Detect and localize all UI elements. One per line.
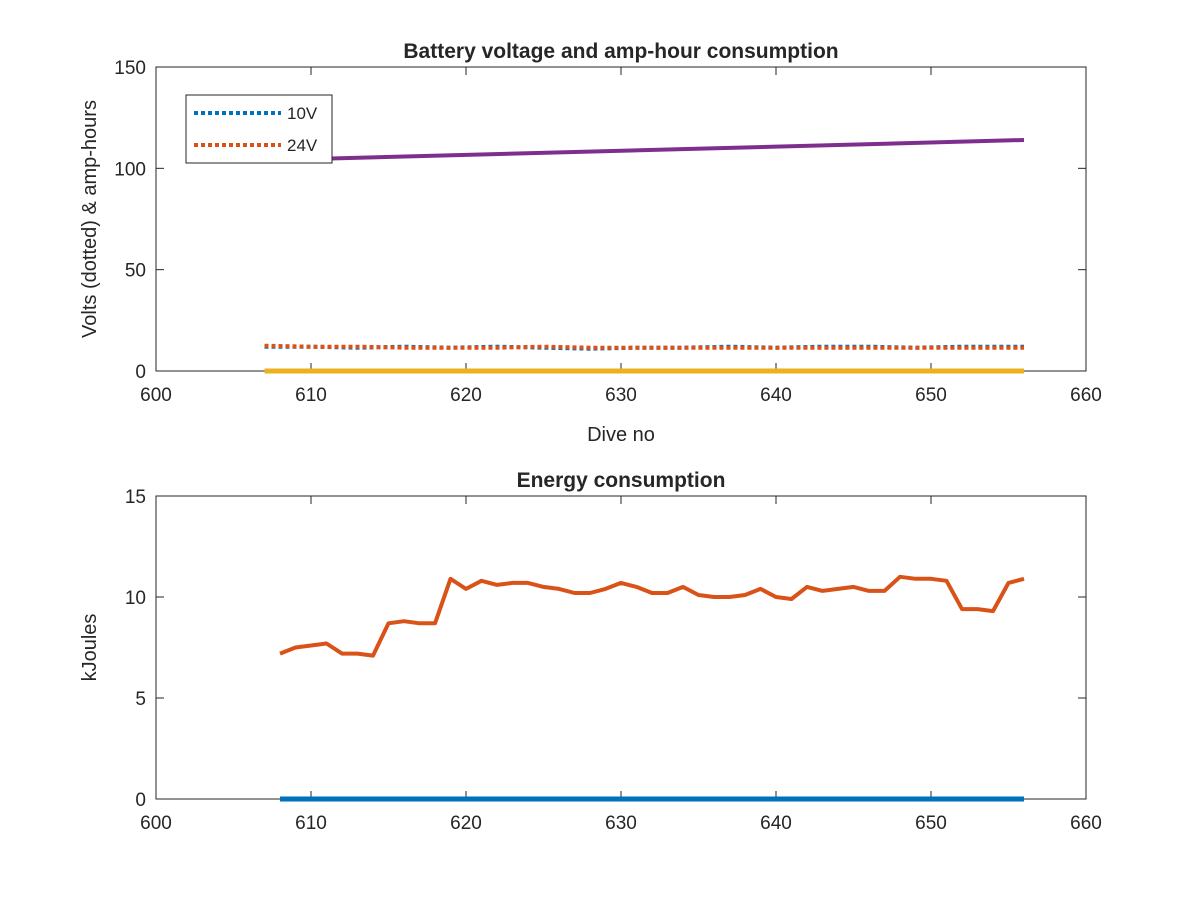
- legend: 10V 24V: [185, 94, 333, 164]
- legend-entry-label: 10V: [287, 104, 318, 123]
- x-tick-label: 640: [760, 813, 792, 834]
- x-tick-label: 630: [605, 813, 637, 834]
- y-tick-label: 0: [135, 362, 146, 383]
- y-axis-label: Volts (dotted) & amp-hours: [79, 100, 101, 338]
- series-line-2: [264, 138, 1025, 163]
- x-tick-label: 640: [760, 385, 792, 406]
- legend-entry-label: 24V: [287, 136, 318, 155]
- y-tick-label: 0: [135, 790, 146, 811]
- x-tick-label: 610: [295, 813, 327, 834]
- chart-title: Energy consumption: [517, 469, 726, 492]
- x-tick-label: 620: [450, 813, 482, 834]
- x-tick-label: 610: [295, 385, 327, 406]
- y-axis-label: kJoules: [79, 614, 101, 682]
- x-axis-label: Dive no: [587, 424, 655, 446]
- y-tick-label: 5: [135, 689, 146, 710]
- y-tick-label: 150: [114, 58, 146, 79]
- x-tick-label: 630: [605, 385, 637, 406]
- y-tick-label: 10: [125, 588, 146, 609]
- x-tick-label: 600: [140, 813, 172, 834]
- series-line-0: [279, 574, 1025, 658]
- y-tick-label: 15: [125, 487, 146, 508]
- y-tick-label: 100: [114, 159, 146, 180]
- y-tick-label: 50: [125, 261, 146, 282]
- series-line-24v: [264, 343, 1024, 350]
- top-plot: 600 610 620 630 640 650 660 0 50 100 150 Battery vo…: [79, 40, 1102, 446]
- x-tick-label: 660: [1070, 813, 1102, 834]
- chart-title: Battery voltage and amp-hour consumption: [403, 40, 838, 63]
- bottom-plot: 600 610 620 630 640 650 660 0 5 10 15 Energy consum…: [79, 469, 1102, 834]
- legend-box: [185, 94, 333, 164]
- x-tick-label: 660: [1070, 385, 1102, 406]
- x-tick-label: 620: [450, 385, 482, 406]
- x-tick-label: 650: [915, 385, 947, 406]
- x-tick-label: 650: [915, 813, 947, 834]
- x-tick-label: 600: [140, 385, 172, 406]
